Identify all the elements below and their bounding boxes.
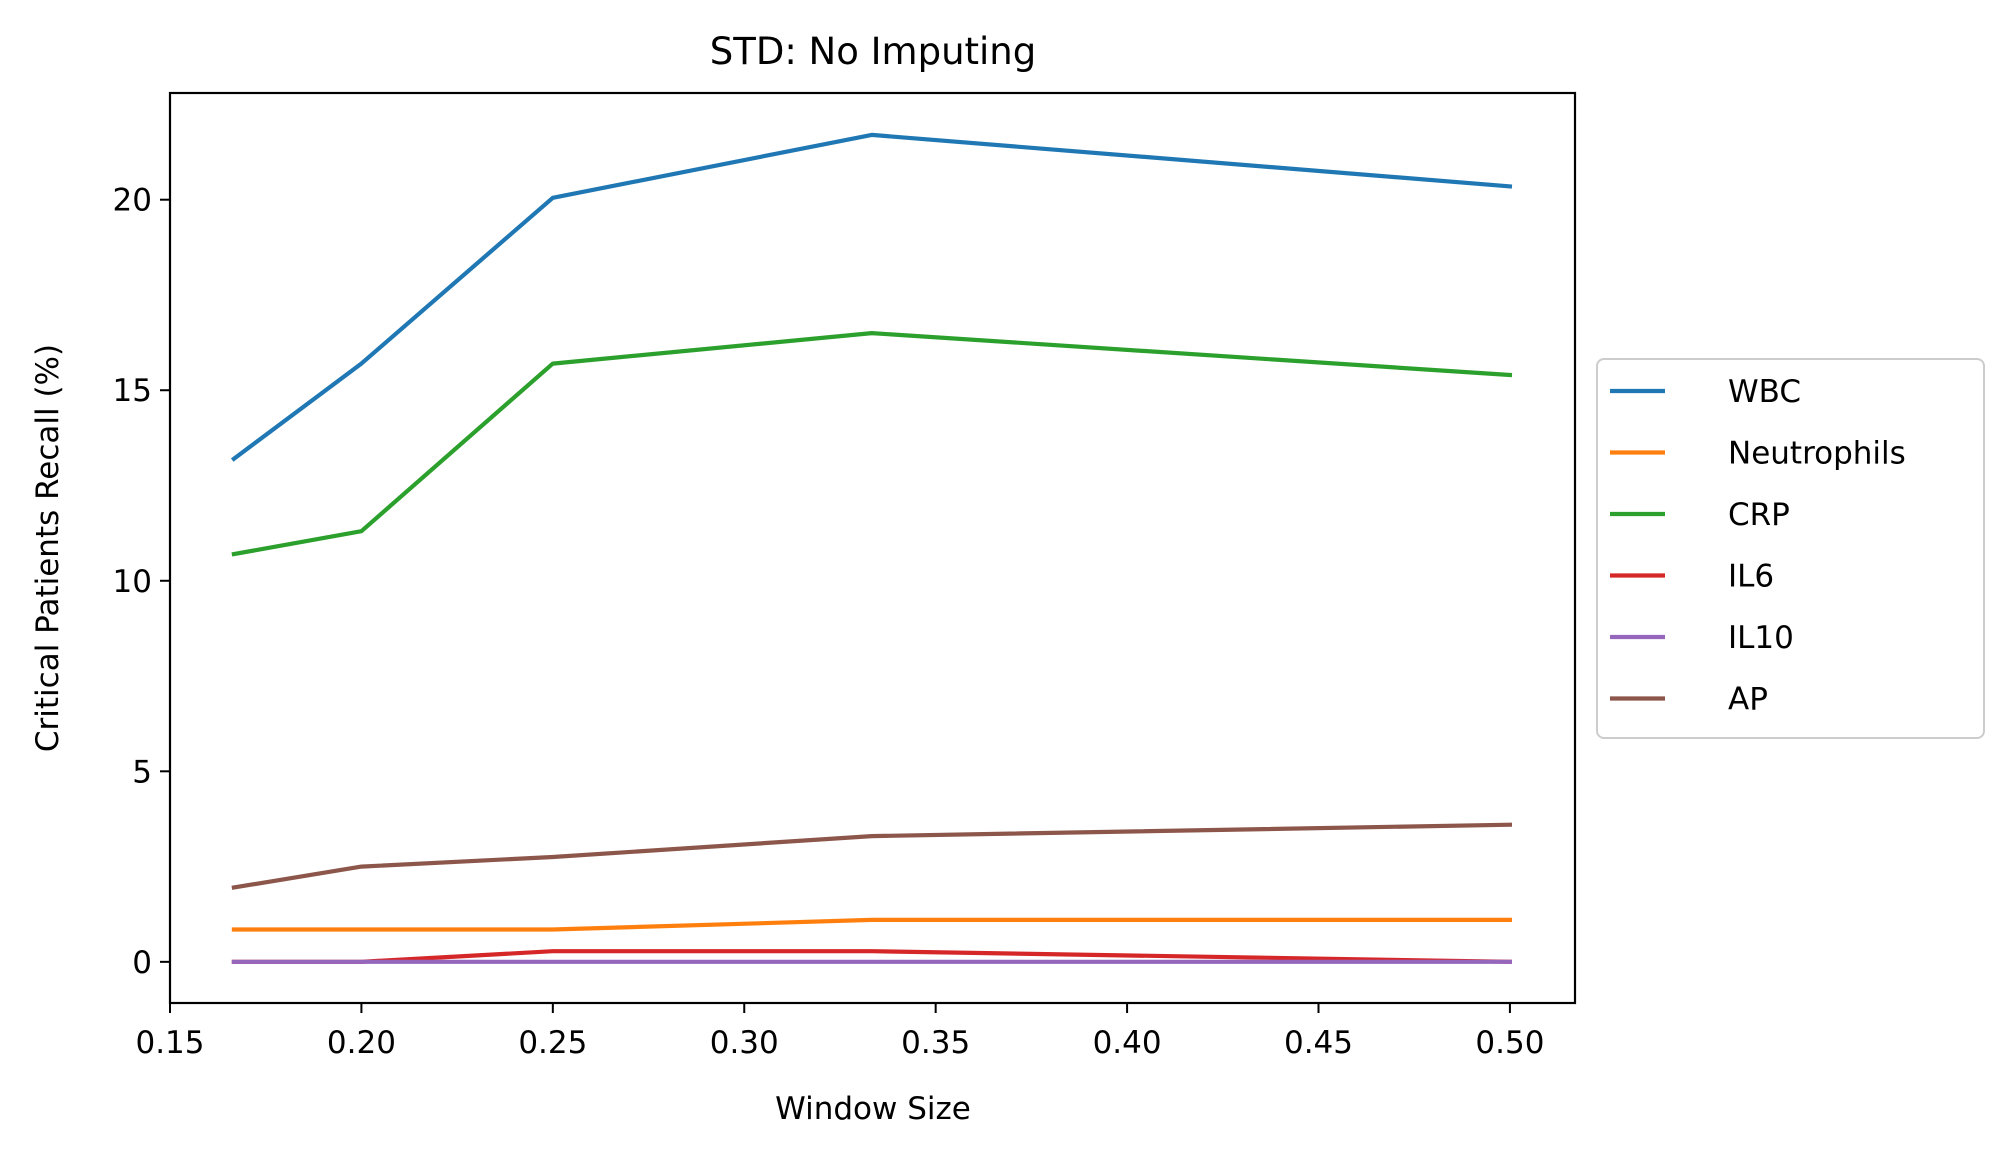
chart-title: STD: No Imputing [710,30,1037,73]
legend-label: IL6 [1728,559,1774,595]
series-line-ap [231,822,1513,890]
x-tick-label: 0.25 [518,1025,587,1061]
y-tick-label: 20 [113,183,152,219]
y-tick-label: 15 [113,373,152,409]
x-tick-label: 0.20 [327,1025,396,1061]
plot-area-frame [168,91,1577,1005]
legend-label: IL10 [1728,620,1794,656]
y-tick-label: 10 [113,564,152,600]
legend-label: WBC [1728,374,1801,410]
legend-item-il6: IL6 [1610,559,1774,595]
series-line-neutrophils [231,917,1513,932]
y-tick-label: 0 [132,945,152,981]
legend-item-neutrophils: Neutrophils [1610,436,1906,472]
legend-item-crp: CRP [1610,497,1790,533]
legend-label: Neutrophils [1728,436,1906,472]
series-layer [230,132,1513,964]
x-axis-label: Window Size [775,1091,971,1127]
x-tick-label: 0.45 [1284,1025,1353,1061]
x-tick-label: 0.35 [901,1025,970,1061]
x-tick-label: 0.50 [1475,1025,1544,1061]
legend-item-ap: AP [1610,682,1768,718]
x-tick-label: 0.40 [1093,1025,1162,1061]
y-axis-label: Critical Patients Recall (%) [30,344,66,752]
series-line-wbc [230,132,1513,462]
legend: WBC Neutrophils CRP IL6 IL10 AP [1596,358,1985,739]
legend-item-wbc: WBC [1610,374,1801,410]
legend-label: CRP [1728,497,1790,533]
x-tick-label: 0.30 [710,1025,779,1061]
x-tick-label: 0.15 [135,1025,204,1061]
legend-item-il10: IL10 [1610,620,1794,656]
series-line-crp [231,331,1513,557]
y-tick-label: 5 [132,754,152,790]
legend-box [1596,358,1985,739]
x-axis: 0.15 0.20 0.25 0.30 0.35 0.40 0.45 0.50 [135,1003,1544,1061]
legend-label: AP [1728,682,1768,718]
y-axis: 0 5 10 15 20 [113,183,170,981]
